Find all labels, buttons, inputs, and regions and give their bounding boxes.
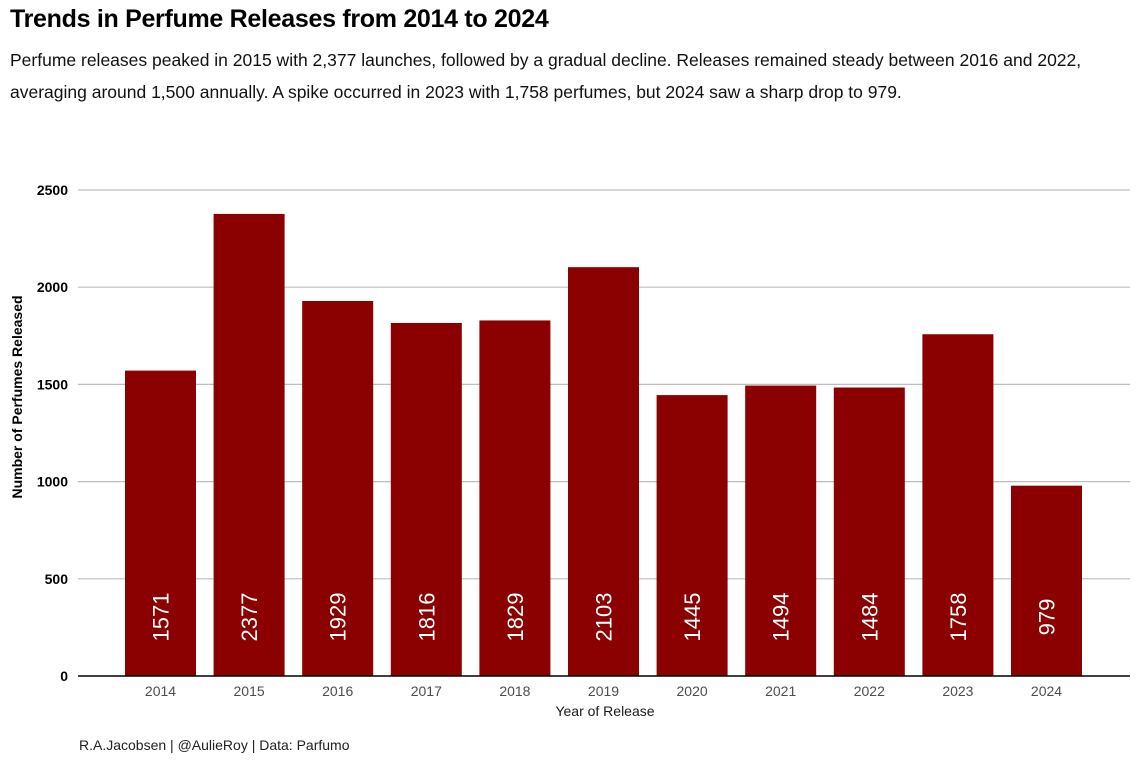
data-label-2021: 1494 <box>769 593 794 642</box>
x-tick-label: 2024 <box>1031 683 1062 699</box>
x-tick-label: 2021 <box>765 683 796 699</box>
x-tick-label: 2019 <box>588 683 619 699</box>
data-label-2019: 2103 <box>592 593 617 642</box>
chart-title: Trends in Perfume Releases from 2014 to … <box>10 5 549 33</box>
data-label-2024: 979 <box>1035 599 1060 636</box>
bar-2017 <box>390 322 462 676</box>
bar-2014 <box>125 370 196 676</box>
x-axis-ticks: 2014 2015 2016 2017 2018 2019 2020 2021 2022 2023… <box>145 683 1062 699</box>
bar-2022 <box>833 387 905 676</box>
source-caption: R.A.Jacobsen | @AulieRoy | Data: Parfumo <box>79 737 350 753</box>
y-tick-label: 1000 <box>37 474 68 490</box>
x-tick-label: 2016 <box>322 683 353 699</box>
bar-2016 <box>302 301 374 676</box>
x-tick-label: 2018 <box>499 683 530 699</box>
x-tick-label: 2014 <box>145 683 176 699</box>
bar-2015 <box>213 213 285 676</box>
data-label-2017: 1816 <box>414 593 439 642</box>
x-tick-label: 2020 <box>677 683 708 699</box>
chart-subtitle: Perfume releases peaked in 2015 with 2,3… <box>10 50 1082 102</box>
y-tick-label: 2000 <box>37 279 68 295</box>
x-tick-label: 2023 <box>942 683 973 699</box>
y-tick-label: 0 <box>60 668 68 684</box>
bar-2024 <box>1011 485 1082 676</box>
bar-2021 <box>745 385 817 676</box>
y-axis-label: Number of Perfumes Released <box>9 295 25 498</box>
bar-2020 <box>656 395 728 676</box>
data-label-2015: 2377 <box>237 593 262 642</box>
data-label-2022: 1484 <box>857 593 882 642</box>
x-tick-label: 2017 <box>411 683 442 699</box>
data-labels: 1571 2377 1929 1816 1829 2103 1445 1494 1484 1758… <box>149 593 1060 642</box>
y-tick-label: 2500 <box>37 182 68 198</box>
data-label-2014: 1571 <box>149 593 174 642</box>
data-label-2023: 1758 <box>946 593 971 642</box>
y-tick-label: 1500 <box>37 376 68 392</box>
x-axis-label: Year of Release <box>555 703 654 719</box>
data-label-2020: 1445 <box>680 593 705 642</box>
bars <box>125 213 1082 676</box>
x-tick-label: 2015 <box>234 683 265 699</box>
bar-2023 <box>922 334 994 676</box>
data-label-2018: 1829 <box>503 593 528 642</box>
y-tick-label: 500 <box>45 571 69 587</box>
data-label-2016: 1929 <box>326 593 351 642</box>
bar-2019 <box>568 267 639 676</box>
x-tick-label: 2022 <box>854 683 885 699</box>
y-axis-ticks: 0 500 1000 1500 2000 2500 <box>37 182 68 684</box>
bar-2018 <box>479 320 551 676</box>
